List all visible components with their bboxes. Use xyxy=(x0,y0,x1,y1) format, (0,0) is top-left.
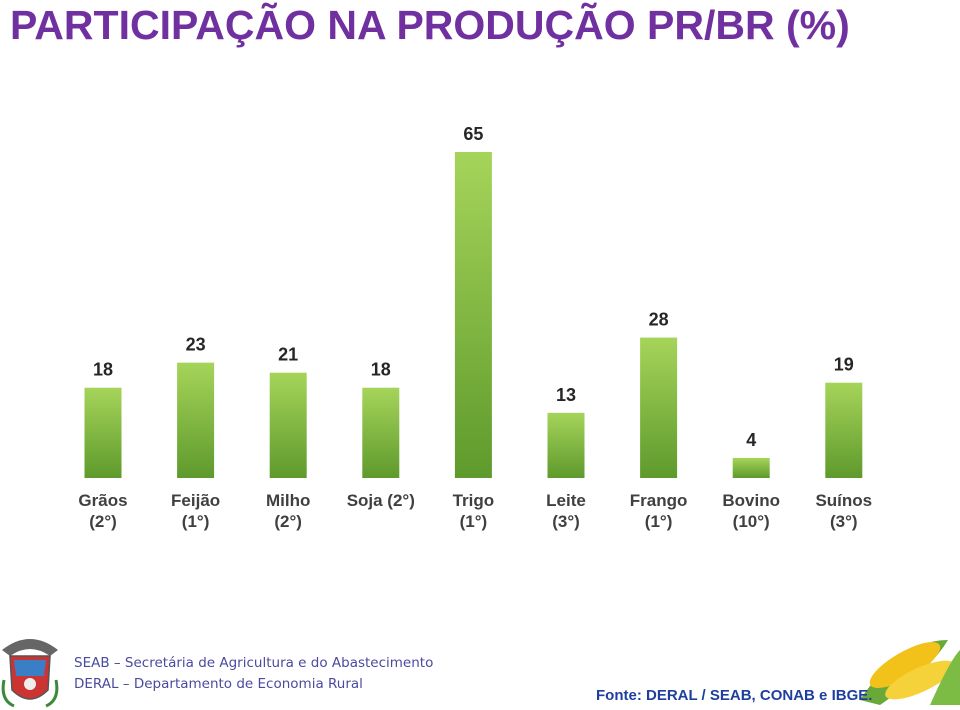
value-label: 4 xyxy=(746,430,756,450)
value-label: 65 xyxy=(463,124,483,144)
footer-line: SEAB – Secretária de Agricultura e do Ab… xyxy=(74,655,434,671)
x-tick-label: Milho (2°) xyxy=(265,491,311,531)
bar xyxy=(640,337,678,478)
value-label: 23 xyxy=(186,335,206,355)
coat-of-arms xyxy=(1,639,59,708)
value-label: 28 xyxy=(649,310,669,330)
x-tick-label: Feijão (1°) xyxy=(171,491,221,531)
bar xyxy=(454,152,492,478)
source-note: Fonte: DERAL / SEAB, CONAB e IBGE. xyxy=(596,687,873,704)
x-tick-label: Bovino (10°) xyxy=(722,491,780,531)
footer-line: DERAL – Departamento de Economia Rural xyxy=(74,676,363,692)
bar xyxy=(362,387,400,478)
value-label: 18 xyxy=(93,360,113,380)
x-tick-label: Trigo (1°) xyxy=(452,491,495,531)
x-tick-label: Suínos (3°) xyxy=(815,491,873,531)
bar xyxy=(547,412,585,478)
value-label: 13 xyxy=(556,385,576,405)
value-label: 18 xyxy=(371,360,391,380)
bar xyxy=(177,362,215,478)
bar xyxy=(269,372,307,478)
chart-title: PARTICIPAÇÃO NA PRODUÇÃO PR/BR (%) xyxy=(10,2,850,48)
x-tick-label: Frango (1°) xyxy=(629,491,688,531)
x-tick-label: Leite (3°) xyxy=(546,491,586,531)
x-tick-label: Grãos (2°) xyxy=(78,491,128,531)
bar xyxy=(825,382,863,478)
bar xyxy=(732,457,770,478)
bar xyxy=(84,387,122,478)
value-label: 19 xyxy=(834,355,854,375)
corn-image xyxy=(860,640,960,705)
x-tick-label: Soja (2°) xyxy=(346,491,415,510)
value-label: 21 xyxy=(278,345,298,365)
